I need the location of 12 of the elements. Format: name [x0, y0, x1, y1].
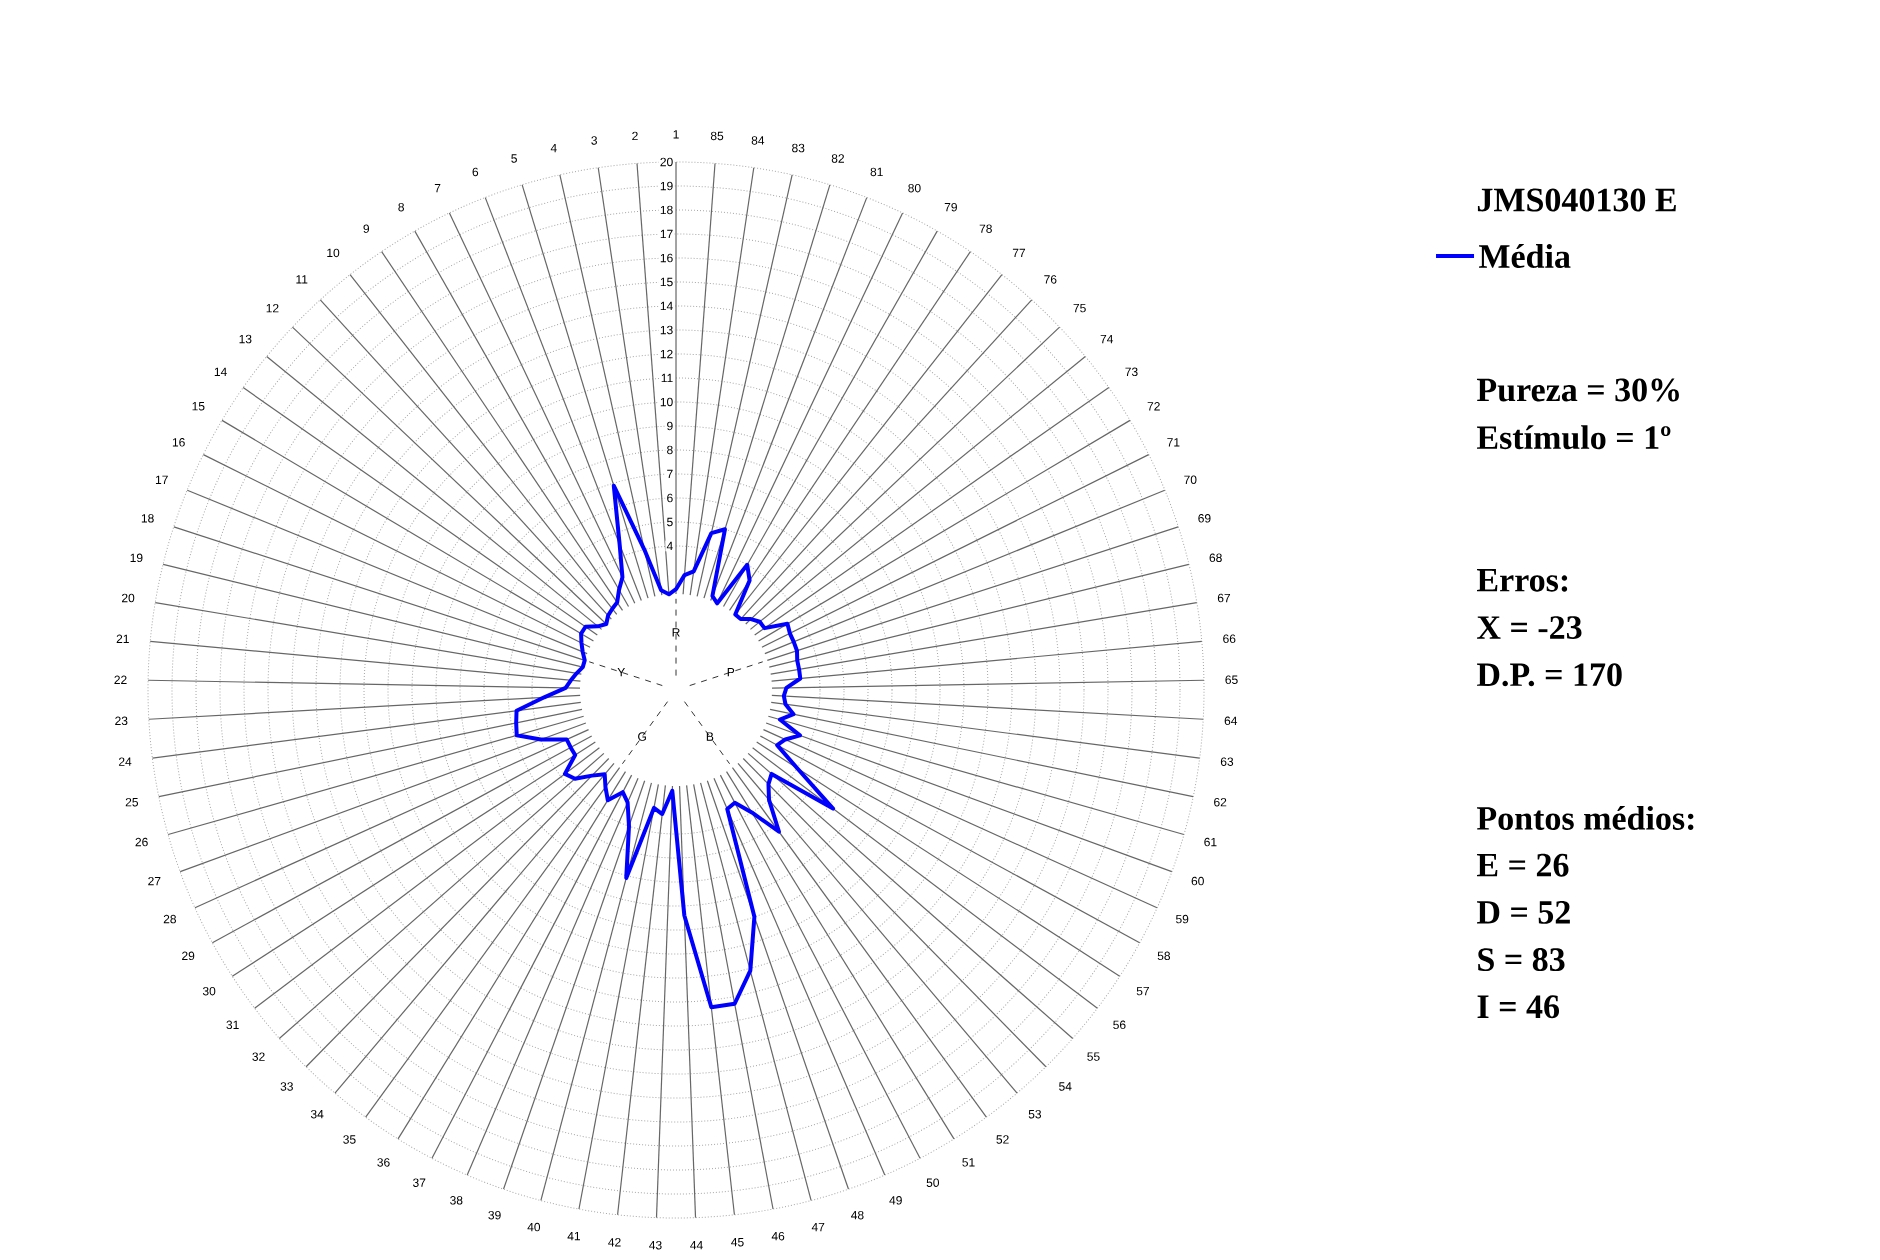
text: E = 26: [1477, 853, 1569, 877]
text: S = 83: [1478, 948, 1565, 972]
legend-label: Média: [1479, 244, 1571, 268]
text: Erros:: [1477, 569, 1568, 592]
text: JMS040130 E: [1477, 188, 1676, 212]
text: Estímulo = 1º: [1477, 425, 1671, 450]
text: Pureza = 30%: [1477, 378, 1679, 402]
text: D = 52: [1477, 900, 1570, 924]
text: I = 46: [1477, 995, 1560, 1019]
text: X = -23: [1477, 616, 1582, 640]
text: Pontos médios:: [1477, 805, 1694, 831]
text: D.P. = 170: [1477, 663, 1622, 687]
